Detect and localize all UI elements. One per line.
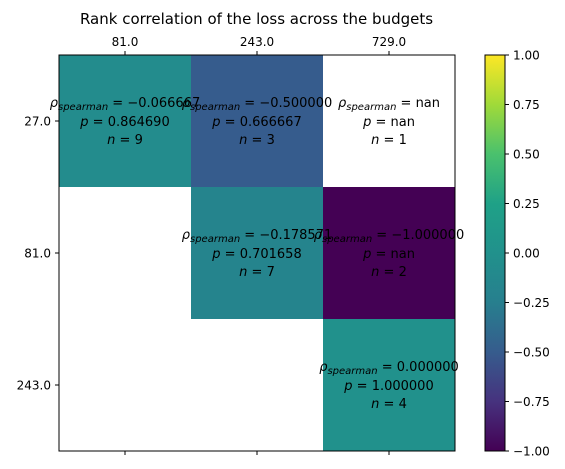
colorbar-tick-label: −0.25 <box>513 296 550 310</box>
cell-annotation: ρspearman = −0.066667 p = 0.864690 n = 9 <box>50 96 201 148</box>
cell-annotation: ρspearman = −0.178571 p = 0.701658 n = 7 <box>182 228 333 280</box>
rho-annotation: ρspearman = −0.178571 <box>182 228 333 245</box>
colorbar-tick-label: 1.00 <box>513 49 540 63</box>
colorbar-tick-label: 0.50 <box>513 148 540 162</box>
heatmap-cell <box>323 55 455 187</box>
colorbar-tick-label: −1.00 <box>513 445 550 459</box>
x-tick-label: 243.0 <box>240 35 274 49</box>
x-tick-label: 729.0 <box>372 35 406 49</box>
rho-annotation: ρspearman = nan <box>338 96 440 113</box>
rho-annotation: ρspearman = 0.000000 <box>319 360 459 377</box>
n-annotation: n = 3 <box>239 133 275 148</box>
p-value-annotation: p = nan <box>362 247 415 262</box>
cell-annotation: ρspearman = nan p = nan n = 1 <box>338 96 440 148</box>
y-tick-label: 27.0 <box>24 115 51 129</box>
y-axis-ticks: 27.0 81.0 243.0 <box>17 115 59 393</box>
p-value-annotation: p = nan <box>362 115 415 130</box>
n-annotation: n = 2 <box>371 265 407 280</box>
n-annotation: n = 1 <box>371 133 407 148</box>
p-value-annotation: p = 0.864690 <box>79 115 169 130</box>
rho-annotation: ρspearman = −0.066667 <box>50 96 201 113</box>
n-annotation: n = 9 <box>107 133 143 148</box>
heatmap-cell <box>191 187 323 319</box>
colorbar-tick-label: 0.00 <box>513 247 540 261</box>
heatmap-cells <box>59 55 455 451</box>
n-annotation: n = 4 <box>371 397 407 412</box>
colorbar: 1.00 0.75 0.50 0.25 0.00 −0.25 −0.50 −0.75 −1.00 <box>484 49 550 459</box>
p-value-annotation: p = 0.701658 <box>211 247 301 262</box>
colorbar-gradient <box>484 54 506 452</box>
cell-annotation: ρspearman = −1.000000 p = nan n = 2 <box>314 228 465 280</box>
rho-annotation: ρspearman = −0.500000 <box>182 96 333 113</box>
chart-title: Rank correlation of the loss across the … <box>80 10 433 28</box>
cell-annotation: ρspearman = −0.500000 p = 0.666667 n = 3 <box>182 96 333 148</box>
n-annotation: n = 7 <box>239 265 275 280</box>
heatmap-cell <box>59 55 191 187</box>
x-axis-ticks: 81.0 243.0 729.0 <box>112 35 406 455</box>
colorbar-tick-label: 0.75 <box>513 98 540 112</box>
colorbar-tick-label: −0.75 <box>513 395 550 409</box>
colorbar-ticks: 1.00 0.75 0.50 0.25 0.00 −0.25 −0.50 −0.75 −1.00 <box>505 49 550 459</box>
heatmap-cell <box>323 187 455 319</box>
colorbar-tick-label: 0.25 <box>513 197 540 211</box>
cell-annotation: ρspearman = 0.000000 p = 1.000000 n = 4 <box>319 360 459 412</box>
p-value-annotation: p = 1.000000 <box>343 379 433 394</box>
colorbar-tick-label: −0.50 <box>513 346 550 360</box>
rho-annotation: ρspearman = −1.000000 <box>314 228 465 245</box>
y-tick-label: 81.0 <box>24 247 51 261</box>
x-tick-label: 81.0 <box>112 35 139 49</box>
heatmap-cell <box>191 55 323 187</box>
p-value-annotation: p = 0.666667 <box>211 115 301 130</box>
y-tick-label: 243.0 <box>17 379 51 393</box>
heatmap-cell <box>323 319 455 451</box>
